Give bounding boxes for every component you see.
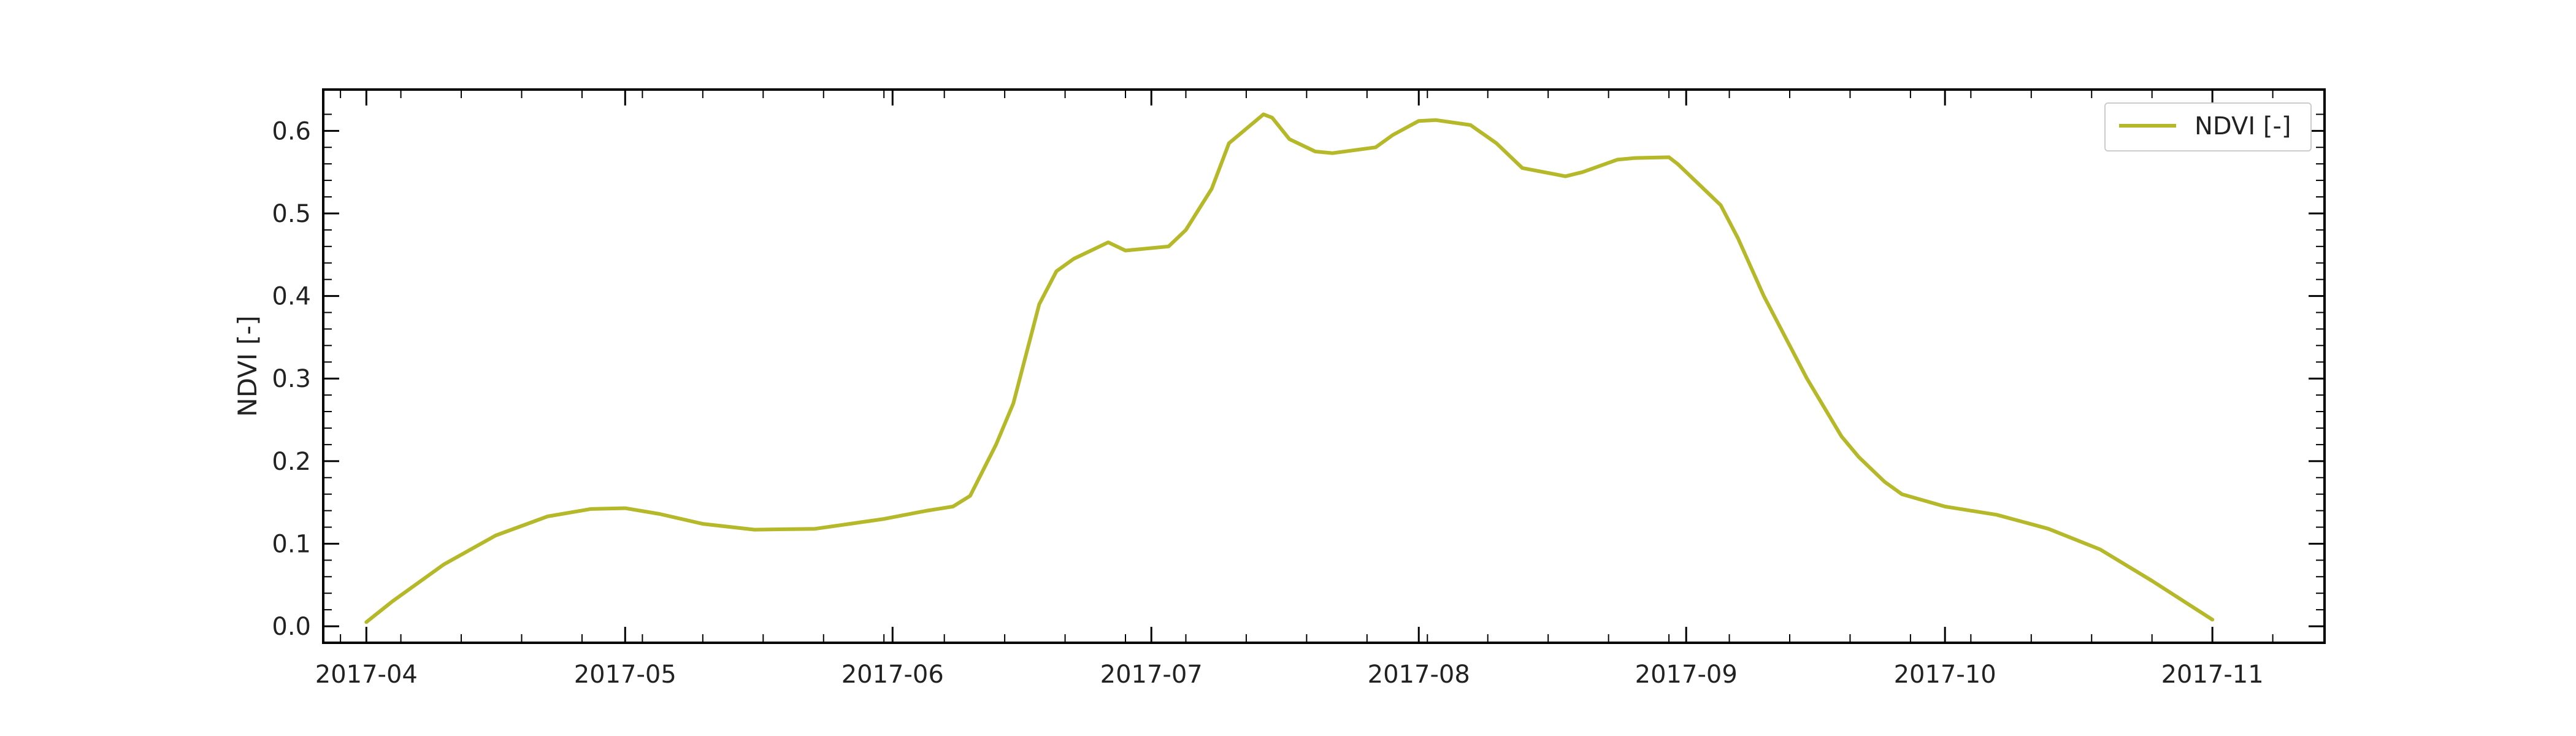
- y-tick-label: 0.4: [272, 283, 311, 311]
- x-tick-label: 2017-08: [1368, 661, 1470, 689]
- y-tick-label: 0.1: [272, 530, 311, 558]
- x-tick-label: 2017-04: [315, 661, 418, 689]
- series-layer: [364, 112, 2215, 624]
- x-tick-label: 2017-09: [1635, 661, 1738, 689]
- y-tick-label: 0.6: [272, 117, 311, 145]
- y-tick-label: 0.5: [272, 200, 311, 228]
- x-tick-label: 2017-06: [841, 661, 944, 689]
- y-tick-label: 0.0: [272, 613, 311, 641]
- ndvi-series-line: [364, 112, 2215, 624]
- legend-box: [2104, 102, 2312, 151]
- legend: NDVI [-]: [2104, 102, 2312, 151]
- plot-frame: [322, 88, 2326, 644]
- x-tick-label: 2017-07: [1100, 661, 1203, 689]
- x-tick-label: 2017-10: [1894, 661, 1996, 689]
- x-tick-label: 2017-11: [2161, 661, 2264, 689]
- y-tick-label: 0.3: [272, 365, 311, 393]
- y-axis-label: NDVI [-]: [232, 315, 263, 416]
- axis-ticks: [323, 90, 2325, 643]
- y-tick-label: 0.2: [272, 448, 311, 476]
- axis-tick-labels: 2017-04 2017-05 2017-06 2017-07 2017-08 2017-…: [272, 117, 2263, 689]
- x-tick-label: 2017-05: [574, 661, 677, 689]
- legend-label: NDVI [-]: [2195, 112, 2291, 140]
